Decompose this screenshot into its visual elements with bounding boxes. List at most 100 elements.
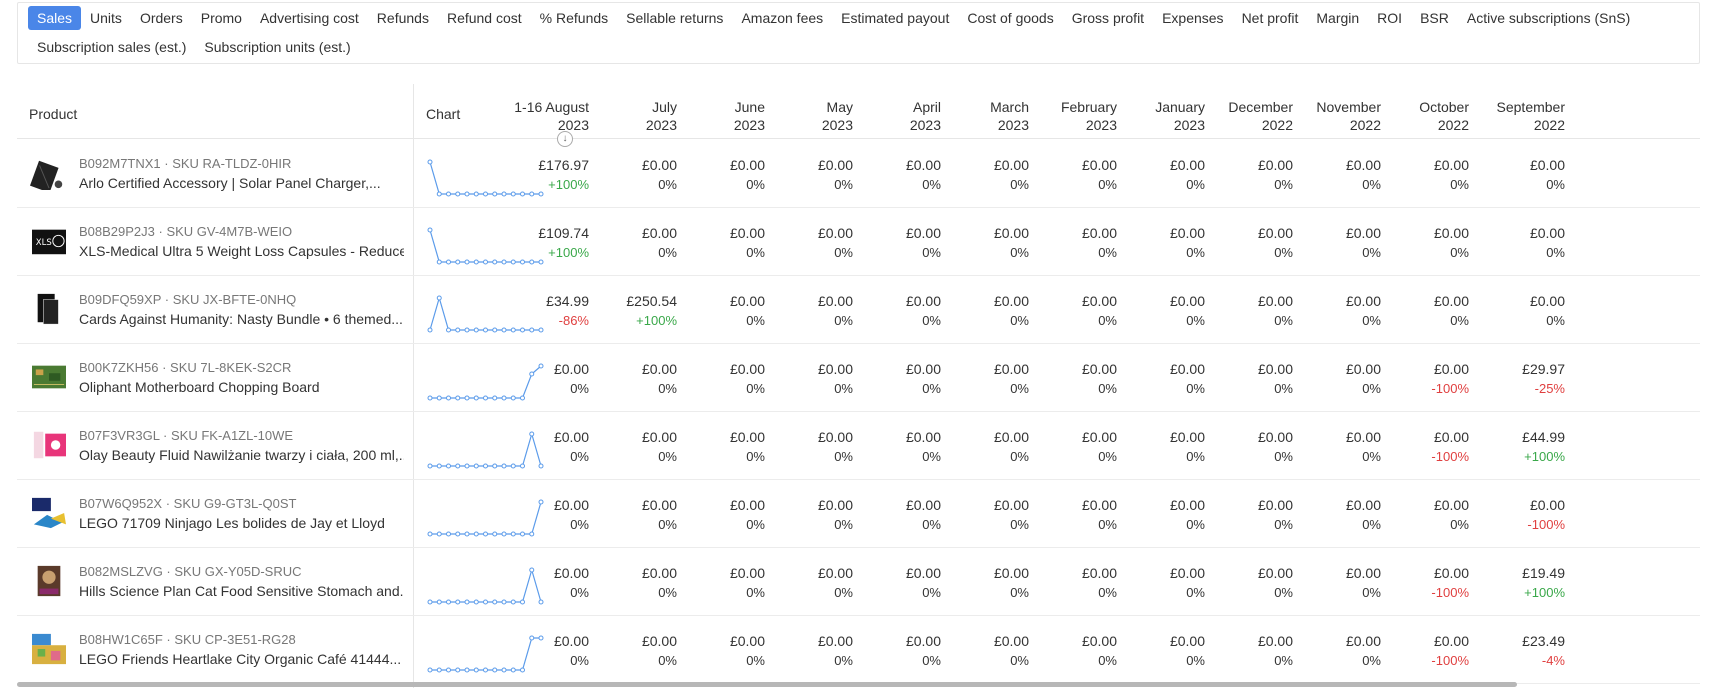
product-name[interactable]: Oliphant Motherboard Chopping Board	[79, 379, 320, 395]
month-column-header[interactable]: June 2023	[675, 98, 765, 134]
metric-advertising-cost-button[interactable]: Advertising cost	[259, 10, 359, 26]
sparkline-point	[483, 531, 488, 537]
metric-orders-button[interactable]: Orders	[139, 10, 183, 26]
product-asin-sku[interactable]: B08B29P2J3 · SKU GV-4M7B-WEIO	[79, 224, 293, 239]
product-thumbnail[interactable]	[29, 360, 69, 394]
table-row[interactable]: B082MSLZVG · SKU GX-Y05D-SRUC Hills Scien…	[17, 548, 1700, 616]
sales-value: £0.00	[1257, 633, 1293, 649]
sparkline-point	[501, 463, 507, 469]
table-row[interactable]: B07F3VR3GL · SKU FK-A1ZL-10WE Olay Beauty…	[17, 412, 1700, 480]
change-percent: -100%	[1431, 449, 1469, 464]
sort-arrow-icon[interactable]: ↓	[557, 131, 573, 147]
metric-gross-profit-button[interactable]: Gross profit	[1071, 10, 1145, 26]
month-column-header[interactable]: January 2023	[1115, 98, 1205, 134]
sparkline-point	[529, 191, 535, 197]
metric-refund-cost-button[interactable]: Refund cost	[446, 10, 522, 26]
change-percent: 0%	[1010, 177, 1029, 192]
metric-bsr-button[interactable]: BSR	[1420, 10, 1449, 26]
sales-value: £0.00	[1257, 225, 1293, 241]
product-asin-sku[interactable]: B09DFQ59XP · SKU JX-BFTE-0NHQ	[79, 292, 297, 307]
product-asin-sku[interactable]: B08HW1C65F · SKU CP-3E51-RG28	[79, 632, 296, 647]
sales-cell: £0.00 0%	[1027, 224, 1117, 262]
metric-units-button[interactable]: Units	[90, 10, 122, 26]
metric-amazon-fees-button[interactable]: Amazon fees	[741, 10, 824, 26]
month-column-header[interactable]: September 2022	[1475, 98, 1565, 134]
metric-refunds-button[interactable]: Refunds	[376, 10, 429, 26]
change-percent: 0%	[834, 245, 853, 260]
sales-cell: £0.00 0%	[763, 428, 853, 466]
product-name[interactable]: LEGO 71709 Ninjago Les bolides de Jay et…	[79, 515, 385, 531]
sparkline-point	[501, 531, 507, 537]
metric-cost-of-goods-button[interactable]: Cost of goods	[967, 10, 1054, 26]
metric-roi-button[interactable]: ROI	[1377, 10, 1403, 26]
sales-value: £0.00	[641, 157, 677, 173]
sales-value: £0.00	[641, 429, 677, 445]
table-row[interactable]: B07W6Q952X · SKU G9-GT3L-Q0ST LEGO 71709 …	[17, 480, 1700, 548]
product-name[interactable]: XLS-Medical Ultra 5 Weight Loss Capsules…	[79, 243, 404, 259]
month-column-header[interactable]: October 2022	[1379, 98, 1469, 134]
product-thumbnail[interactable]	[29, 156, 69, 190]
sales-cell: £0.00 0%	[499, 428, 589, 466]
month-label: December	[1228, 99, 1293, 115]
sales-value: £0.00	[1081, 429, 1117, 445]
sales-value: £0.00	[1257, 497, 1293, 513]
change-percent: 0%	[1186, 653, 1205, 668]
table-row[interactable]: B092M7TNX1 · SKU RA-TLDZ-0HIR Arlo Certif…	[17, 140, 1700, 208]
product-name[interactable]: LEGO Friends Heartlake City Organic Café…	[79, 651, 402, 667]
product-name[interactable]: Arlo Certified Accessory | Solar Panel C…	[79, 175, 381, 191]
metric-subscription-units-est-button[interactable]: Subscription units (est.)	[204, 39, 351, 55]
table-row[interactable]: B09DFQ59XP · SKU JX-BFTE-0NHQ Cards Again…	[17, 276, 1700, 344]
sparkline-point	[436, 531, 442, 537]
month-column-header[interactable]: March 2023	[939, 98, 1029, 134]
change-percent: 0%	[834, 313, 853, 328]
sales-value: £0.00	[1433, 429, 1469, 445]
product-thumbnail[interactable]	[29, 632, 69, 666]
product-column-header[interactable]: Product	[29, 106, 78, 122]
sparkline-point	[436, 463, 442, 469]
month-column-header[interactable]: December 2022	[1203, 98, 1293, 134]
month-column-header[interactable]: April 2023	[851, 98, 941, 134]
product-thumbnail[interactable]	[29, 428, 69, 462]
metric-refunds-button[interactable]: % Refunds	[539, 10, 609, 26]
product-thumbnail[interactable]	[29, 496, 69, 530]
product-asin-sku[interactable]: B00K7ZKH56 · SKU 7L-8KEK-S2CR	[79, 360, 292, 375]
sales-cell: £0.00 0%	[1115, 360, 1205, 398]
product-asin-sku[interactable]: B07F3VR3GL · SKU FK-A1ZL-10WE	[79, 428, 294, 443]
month-column-header[interactable]: November 2022	[1291, 98, 1381, 134]
metric-net-profit-button[interactable]: Net profit	[1241, 10, 1299, 26]
product-thumbnail[interactable]: XLS	[29, 224, 69, 258]
sales-cell: £0.00 0%	[1203, 224, 1293, 262]
product-asin-sku[interactable]: B092M7TNX1 · SKU RA-TLDZ-0HIR	[79, 156, 292, 171]
metric-margin-button[interactable]: Margin	[1316, 10, 1360, 26]
metric-estimated-payout-button[interactable]: Estimated payout	[841, 10, 950, 26]
month-column-header[interactable]: July 2023	[587, 98, 677, 134]
sales-value: £44.99	[1522, 429, 1565, 445]
metric-active-subscriptions-sns-button[interactable]: Active subscriptions (SnS)	[1466, 10, 1631, 26]
month-column-header[interactable]: May 2023	[763, 98, 853, 134]
metric-promo-button[interactable]: Promo	[200, 10, 242, 26]
sparkline-point	[455, 463, 461, 469]
product-name[interactable]: Cards Against Humanity: Nasty Bundle • 6…	[79, 311, 403, 327]
metric-sellable-returns-button[interactable]: Sellable returns	[626, 10, 724, 26]
metric-expenses-button[interactable]: Expenses	[1162, 10, 1224, 26]
product-thumbnail[interactable]	[29, 564, 69, 598]
change-percent: 0%	[1274, 313, 1293, 328]
product-asin-sku[interactable]: B07W6Q952X · SKU G9-GT3L-Q0ST	[79, 496, 297, 511]
sparkline-point	[464, 599, 470, 605]
horizontal-scrollbar[interactable]	[17, 682, 1517, 687]
table-row[interactable]: XLS B08B29P2J3 · SKU GV-4M7B-WEIO XLS-Medi…	[17, 208, 1700, 276]
metric-subscription-sales-est-button[interactable]: Subscription sales (est.)	[37, 39, 187, 55]
product-thumbnail[interactable]	[29, 292, 69, 326]
product-name[interactable]: Hills Science Plan Cat Food Sensitive St…	[79, 583, 404, 599]
table-row[interactable]: B00K7ZKH56 · SKU 7L-8KEK-S2CR Oliphant Mo…	[17, 344, 1700, 412]
product-asin-sku[interactable]: B082MSLZVG · SKU GX-Y05D-SRUC	[79, 564, 302, 579]
year-label: 2022	[1261, 117, 1293, 133]
sales-value: £0.00	[1529, 293, 1565, 309]
sales-value: £0.00	[905, 225, 941, 241]
table-row[interactable]: B08HW1C65F · SKU CP-3E51-RG28 LEGO Friend…	[17, 616, 1700, 684]
month-column-header[interactable]: 1-16 August 2023	[499, 98, 589, 134]
product-name[interactable]: Olay Beauty Fluid Nawilżanie twarzy i ci…	[79, 447, 404, 463]
sparkline-point	[446, 463, 451, 469]
metric-sales-button[interactable]: Sales	[28, 6, 82, 30]
month-column-header[interactable]: February 2023	[1027, 98, 1117, 134]
